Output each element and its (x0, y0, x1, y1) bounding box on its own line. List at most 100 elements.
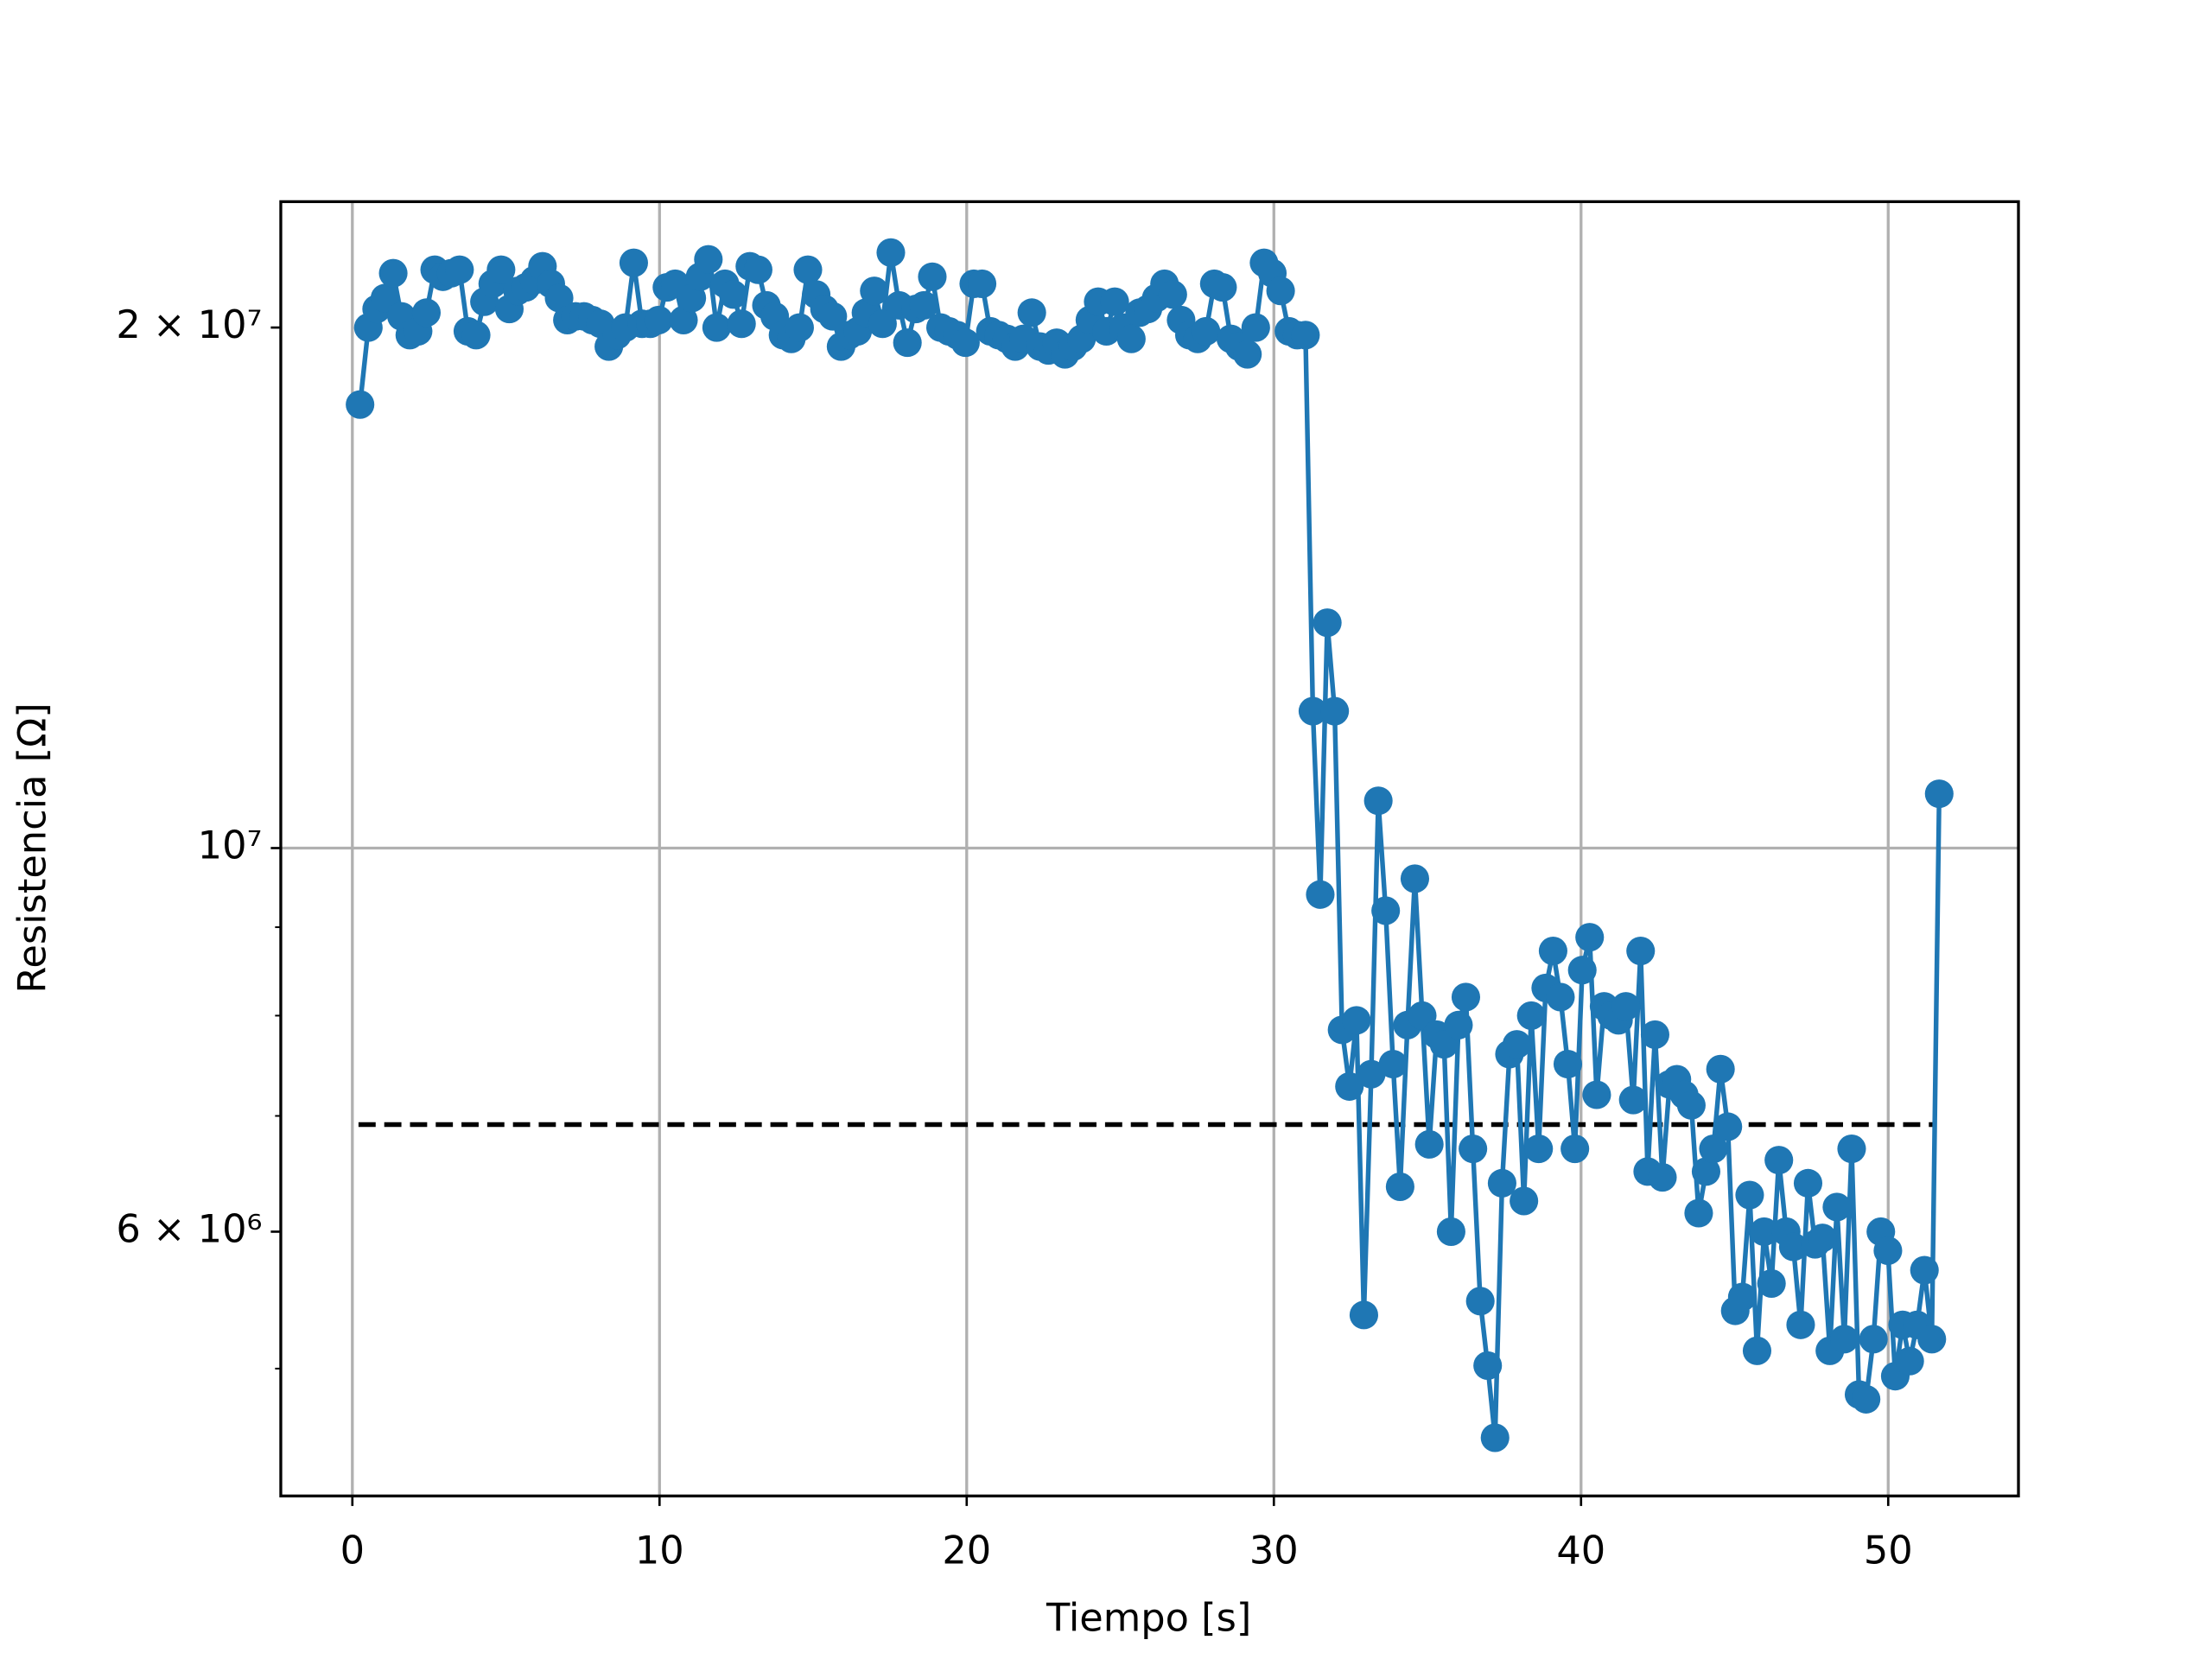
y-axis-label: Resistencia [Ω] (10, 702, 54, 993)
x-tick-label: 20 (942, 1529, 991, 1573)
data-point (1757, 1268, 1786, 1298)
data-point (1017, 298, 1046, 327)
data-point (1233, 340, 1262, 369)
data-point (1582, 1080, 1611, 1109)
data-point (860, 276, 889, 306)
data-point (1611, 992, 1641, 1021)
data-point (445, 255, 474, 284)
y-tick-label: 6 × 10⁶ (116, 1206, 262, 1251)
x-tick-label: 40 (1556, 1529, 1605, 1573)
data-point (1873, 1236, 1903, 1266)
data-point (1706, 1054, 1735, 1084)
data-point (1306, 880, 1335, 909)
data-point (1676, 1090, 1706, 1120)
data-point (644, 305, 673, 334)
data-point (1713, 1112, 1743, 1141)
data-point (1837, 1134, 1866, 1164)
x-tick-label: 0 (340, 1529, 365, 1573)
data-point (1917, 1325, 1947, 1354)
data-point (1742, 1336, 1772, 1365)
data-point (1158, 280, 1187, 309)
data-point (1648, 1163, 1677, 1192)
data-point (1735, 1180, 1764, 1210)
data-point (909, 290, 938, 320)
data-point (1808, 1224, 1837, 1253)
data-point (1349, 1300, 1378, 1330)
data-point (1822, 1192, 1852, 1222)
data-point (1786, 1310, 1815, 1339)
x-tick-label: 10 (635, 1529, 684, 1573)
data-point (1436, 1217, 1465, 1247)
data-point (1116, 324, 1146, 353)
data-point (346, 390, 375, 419)
data-point (1465, 1287, 1495, 1316)
data-point (411, 298, 442, 327)
data-point (1487, 1168, 1516, 1198)
data-point (1385, 1172, 1414, 1201)
data-point (1895, 1346, 1924, 1376)
data-point (1502, 1030, 1532, 1059)
data-point (1451, 982, 1481, 1012)
data-point (1684, 1198, 1713, 1228)
data-point (1626, 936, 1656, 966)
data-point (1575, 923, 1605, 952)
data-point (950, 328, 980, 358)
data-point (793, 255, 823, 284)
data-point (1208, 272, 1237, 302)
data-point (461, 321, 491, 350)
data-point (1241, 313, 1270, 342)
data-point (1473, 1351, 1503, 1380)
data-point (619, 248, 648, 277)
data-point (1764, 1146, 1794, 1175)
data-point (1793, 1168, 1823, 1198)
data-point (1859, 1325, 1888, 1354)
data-point (1335, 1071, 1364, 1101)
data-point (1480, 1423, 1510, 1452)
data-point (1546, 982, 1575, 1012)
data-point (1618, 1085, 1648, 1115)
data-point (1727, 1282, 1757, 1312)
data-point (876, 238, 906, 267)
data-point (1320, 696, 1350, 726)
data-point (1371, 896, 1401, 925)
x-tick-label: 30 (1249, 1529, 1299, 1573)
data-point (1910, 1255, 1939, 1285)
data-point (1266, 276, 1295, 306)
data-point (1459, 1134, 1488, 1164)
data-point (1538, 936, 1567, 966)
data-point (1510, 1186, 1539, 1216)
data-point (1524, 1134, 1554, 1164)
data-point (727, 309, 756, 339)
data-point (486, 255, 516, 284)
data-point (1699, 1134, 1728, 1164)
data-point (1567, 956, 1597, 985)
data-point (1313, 608, 1342, 638)
data-point (785, 313, 814, 342)
data-point (1829, 1325, 1859, 1354)
data-point (1852, 1384, 1881, 1414)
data-point (694, 245, 723, 274)
x-axis-label: Tiempo [s] (1046, 1595, 1251, 1640)
data-point (1924, 779, 1954, 809)
data-point (719, 280, 748, 309)
data-point (378, 258, 408, 288)
data-point (669, 305, 698, 334)
data-point (702, 313, 731, 342)
data-point (1298, 696, 1327, 726)
data-point (1778, 1232, 1808, 1262)
data-point (1363, 786, 1393, 816)
data-point (1414, 1129, 1444, 1159)
data-point (1560, 1134, 1590, 1164)
data-point (1444, 1010, 1473, 1039)
data-point (1291, 321, 1320, 350)
data-point (1750, 1217, 1779, 1247)
data-point (1357, 1059, 1386, 1089)
x-tick-label: 50 (1864, 1529, 1913, 1573)
data-point (1553, 1049, 1583, 1079)
data-point (743, 255, 772, 284)
data-point (1378, 1049, 1408, 1079)
data-point (370, 283, 400, 313)
